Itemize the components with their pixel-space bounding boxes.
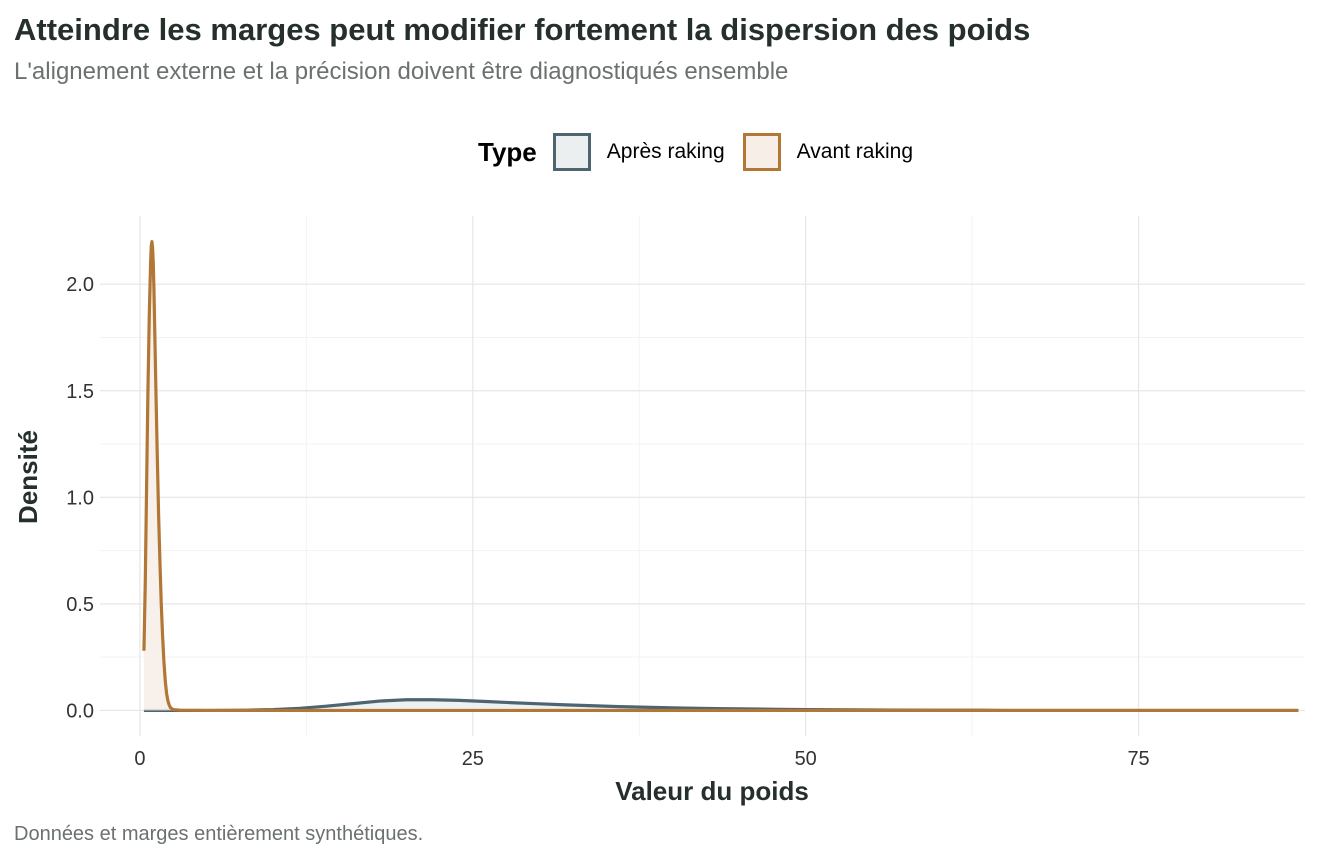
chart-caption: Données et marges entièrement synthétiqu…	[14, 823, 424, 845]
density-area-fill	[143, 241, 1299, 711]
y-tick-label: 1.5	[66, 381, 94, 403]
chart-title: Atteindre les marges peut modifier forte…	[14, 12, 1031, 47]
legend-item-avant: Avant raking	[742, 133, 914, 171]
legend-key-avant	[742, 133, 781, 171]
x-tick-label: 25	[462, 748, 484, 770]
density-line	[142, 239, 1299, 713]
density-series-avant	[142, 239, 1299, 713]
x-tick-label: 0	[134, 748, 145, 770]
legend-title: Type	[478, 136, 537, 167]
y-tick-label: 0.5	[66, 594, 94, 616]
x-axis-title: Valeur du poids	[615, 776, 809, 806]
grid-lines	[100, 216, 1305, 736]
density-area-fill	[143, 699, 1299, 711]
x-tick-label: 75	[1127, 748, 1149, 770]
y-axis-ticks: 0.0 0.5 1.0 1.5 2.0	[66, 274, 94, 722]
legend-label-apres: Après raking	[606, 140, 725, 163]
y-tick-label: 0.0	[66, 700, 94, 722]
x-axis-ticks: 0 25 50 75	[134, 748, 1149, 770]
density-areas	[142, 239, 1299, 713]
chart-subtitle: L'alignement externe et la précision doi…	[14, 58, 789, 85]
y-tick-label: 1.0	[66, 487, 94, 509]
x-tick-label: 50	[795, 748, 817, 770]
legend-key-apres	[552, 133, 591, 171]
legend: Type Après raking Avant raking	[478, 130, 931, 174]
y-tick-label: 2.0	[66, 274, 94, 296]
legend-label-avant: Avant raking	[796, 140, 914, 163]
legend-item-apres: Après raking	[552, 133, 725, 171]
y-axis-title: Densité	[13, 430, 43, 524]
